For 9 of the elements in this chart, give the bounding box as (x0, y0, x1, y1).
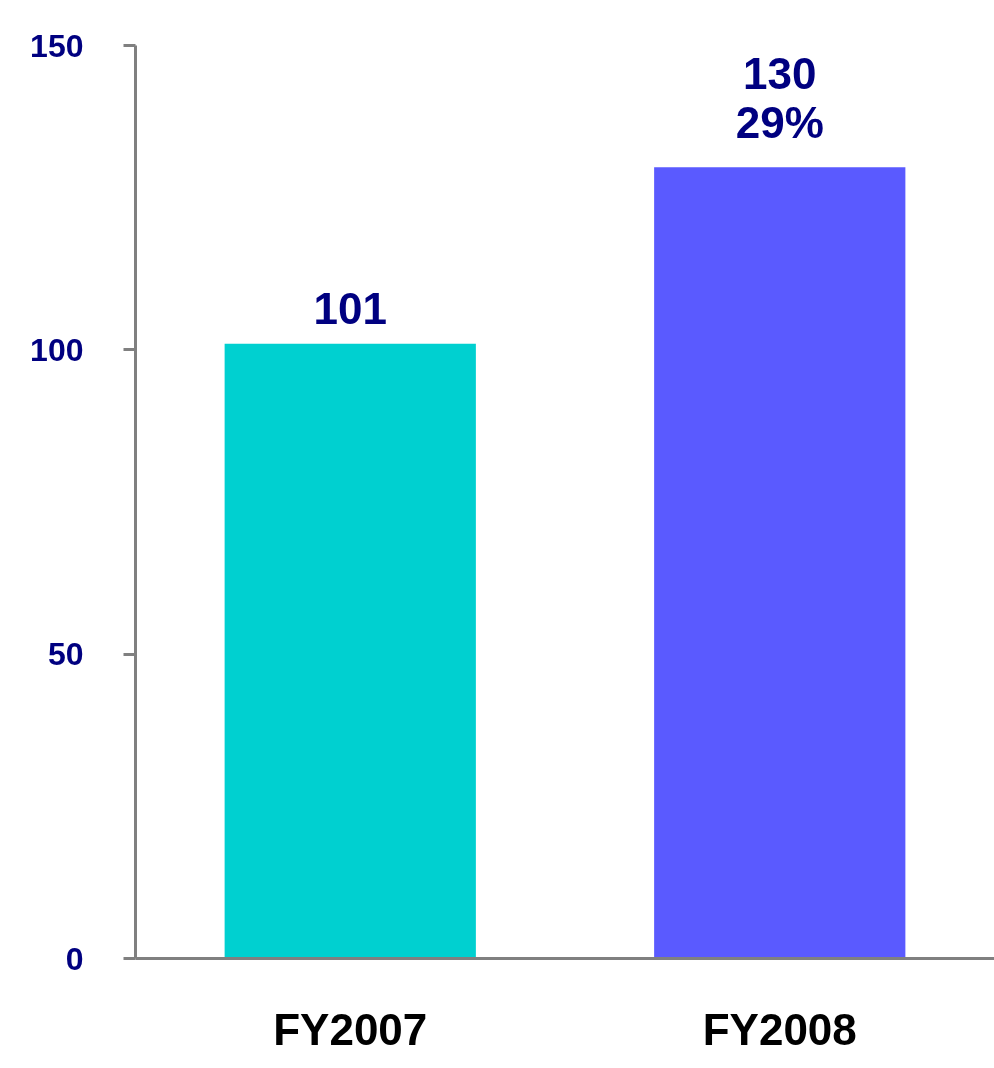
y-tick-label: 0 (65, 940, 84, 977)
y-tick-label: 100 (30, 331, 84, 368)
y-tick-label: 50 (47, 636, 84, 673)
data-label: 130 (743, 49, 817, 99)
annotation: 29% (735, 98, 824, 148)
x-tick-label: FY2008 (702, 1004, 857, 1054)
x-tick-label: FY2007 (273, 1004, 428, 1054)
y-tick-label: 150 (30, 27, 84, 64)
data-label: 101 (313, 283, 387, 333)
